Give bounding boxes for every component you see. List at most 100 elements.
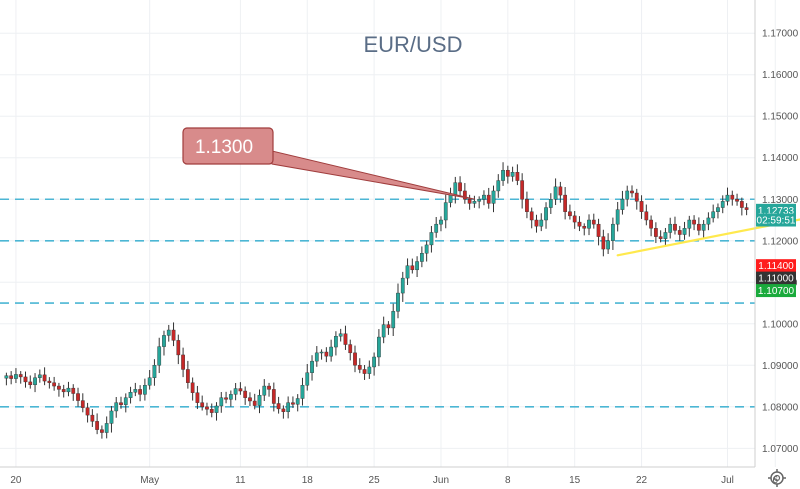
- candle-body: [534, 219, 539, 227]
- candle-body: [692, 219, 696, 225]
- candle-body: [739, 201, 744, 208]
- candle-body: [66, 387, 71, 393]
- candle-body: [243, 390, 248, 398]
- candle-body: [9, 375, 14, 379]
- candle-body: [42, 374, 47, 382]
- candle-body: [143, 385, 147, 395]
- candle-body: [76, 393, 80, 401]
- candle-body: [314, 352, 319, 362]
- y-tick-label: 1.15000: [762, 112, 799, 123]
- price-tag-label: 1.11400: [758, 261, 794, 272]
- candle-body: [90, 414, 95, 422]
- candle-body: [262, 385, 267, 396]
- y-tick-label: 1.17000: [762, 29, 799, 40]
- price-tag-label: 1.11000: [758, 274, 794, 285]
- candle-body: [673, 223, 677, 231]
- candle-body: [434, 223, 439, 233]
- candle-body: [419, 253, 424, 262]
- candle-body: [510, 172, 515, 177]
- candle-body: [362, 369, 367, 374]
- candle-body: [33, 377, 37, 386]
- candle-body: [52, 382, 57, 387]
- candle-body: [152, 365, 157, 378]
- price-tag-label: 02:59:51: [757, 216, 796, 227]
- candle-body: [439, 219, 443, 225]
- candle-body: [563, 194, 568, 212]
- candle-body: [668, 223, 673, 233]
- candle-body: [548, 199, 553, 208]
- candle-body: [334, 336, 338, 348]
- candle-body: [582, 226, 587, 229]
- y-tick-label: 1.12000: [762, 236, 799, 247]
- candle-body: [324, 351, 329, 357]
- candle-body: [720, 201, 725, 208]
- chart-title: EUR/USD: [363, 32, 462, 57]
- candle-body: [119, 402, 123, 405]
- candle-body: [596, 223, 601, 237]
- candle-body: [219, 397, 224, 407]
- candle-body: [496, 180, 501, 192]
- candle-body: [85, 407, 90, 416]
- candle-body: [171, 329, 176, 341]
- candle-body: [696, 223, 701, 231]
- candle-body: [47, 380, 52, 383]
- candle-body: [138, 389, 142, 395]
- candle-body: [620, 199, 625, 210]
- candle-body: [424, 244, 429, 254]
- candle-body: [558, 186, 563, 196]
- candle-body: [114, 402, 119, 412]
- x-tick-label: May: [140, 475, 159, 486]
- settings-gear-icon[interactable]: [768, 469, 786, 487]
- candle-body: [701, 223, 706, 231]
- candle-body: [200, 402, 205, 408]
- candle-body: [319, 351, 324, 354]
- x-tick-label: 11: [235, 475, 246, 486]
- candle-body: [28, 381, 33, 386]
- candle-body: [357, 365, 362, 370]
- candle-body: [353, 352, 357, 366]
- candle-body: [329, 346, 334, 357]
- candle-body: [372, 356, 376, 368]
- candle-body: [735, 199, 739, 202]
- candle-body: [725, 194, 730, 202]
- candle-body: [276, 403, 281, 410]
- candle-body: [157, 346, 162, 366]
- y-tick-label: 1.07000: [762, 444, 799, 455]
- candle-body: [271, 389, 276, 404]
- y-tick-label: 1.16000: [762, 70, 799, 81]
- candle-body: [214, 405, 219, 413]
- candle-body: [520, 180, 525, 200]
- candle-body: [539, 219, 544, 227]
- candle-body: [367, 366, 372, 374]
- candle-body: [4, 375, 9, 379]
- candle-body: [716, 207, 720, 212]
- candle-body: [515, 172, 520, 181]
- candle-body: [238, 388, 243, 392]
- candle-body: [176, 340, 181, 356]
- candle-body: [415, 261, 419, 271]
- candle-body: [615, 209, 620, 225]
- candle-body: [257, 394, 262, 406]
- candle-body: [458, 182, 462, 192]
- candle-body: [133, 389, 138, 393]
- candle-body: [71, 387, 76, 394]
- grid-lines: [0, 0, 776, 467]
- price-tag: [756, 284, 796, 298]
- candle-body: [625, 190, 630, 200]
- candle-body: [181, 354, 185, 370]
- annotation-group: 1.1300: [182, 127, 475, 200]
- candle-body: [654, 228, 658, 237]
- candle-body: [429, 232, 434, 246]
- x-tick-label: 18: [302, 475, 314, 486]
- candle-body: [491, 190, 496, 204]
- candle-body: [443, 202, 448, 221]
- candle-body: [405, 265, 410, 279]
- candle-body: [486, 194, 491, 204]
- candle-body: [195, 392, 200, 403]
- candle-body: [448, 194, 453, 203]
- candle-body: [639, 201, 644, 212]
- candle-body: [281, 408, 286, 412]
- candle-body: [23, 376, 28, 383]
- candle-body: [338, 333, 343, 337]
